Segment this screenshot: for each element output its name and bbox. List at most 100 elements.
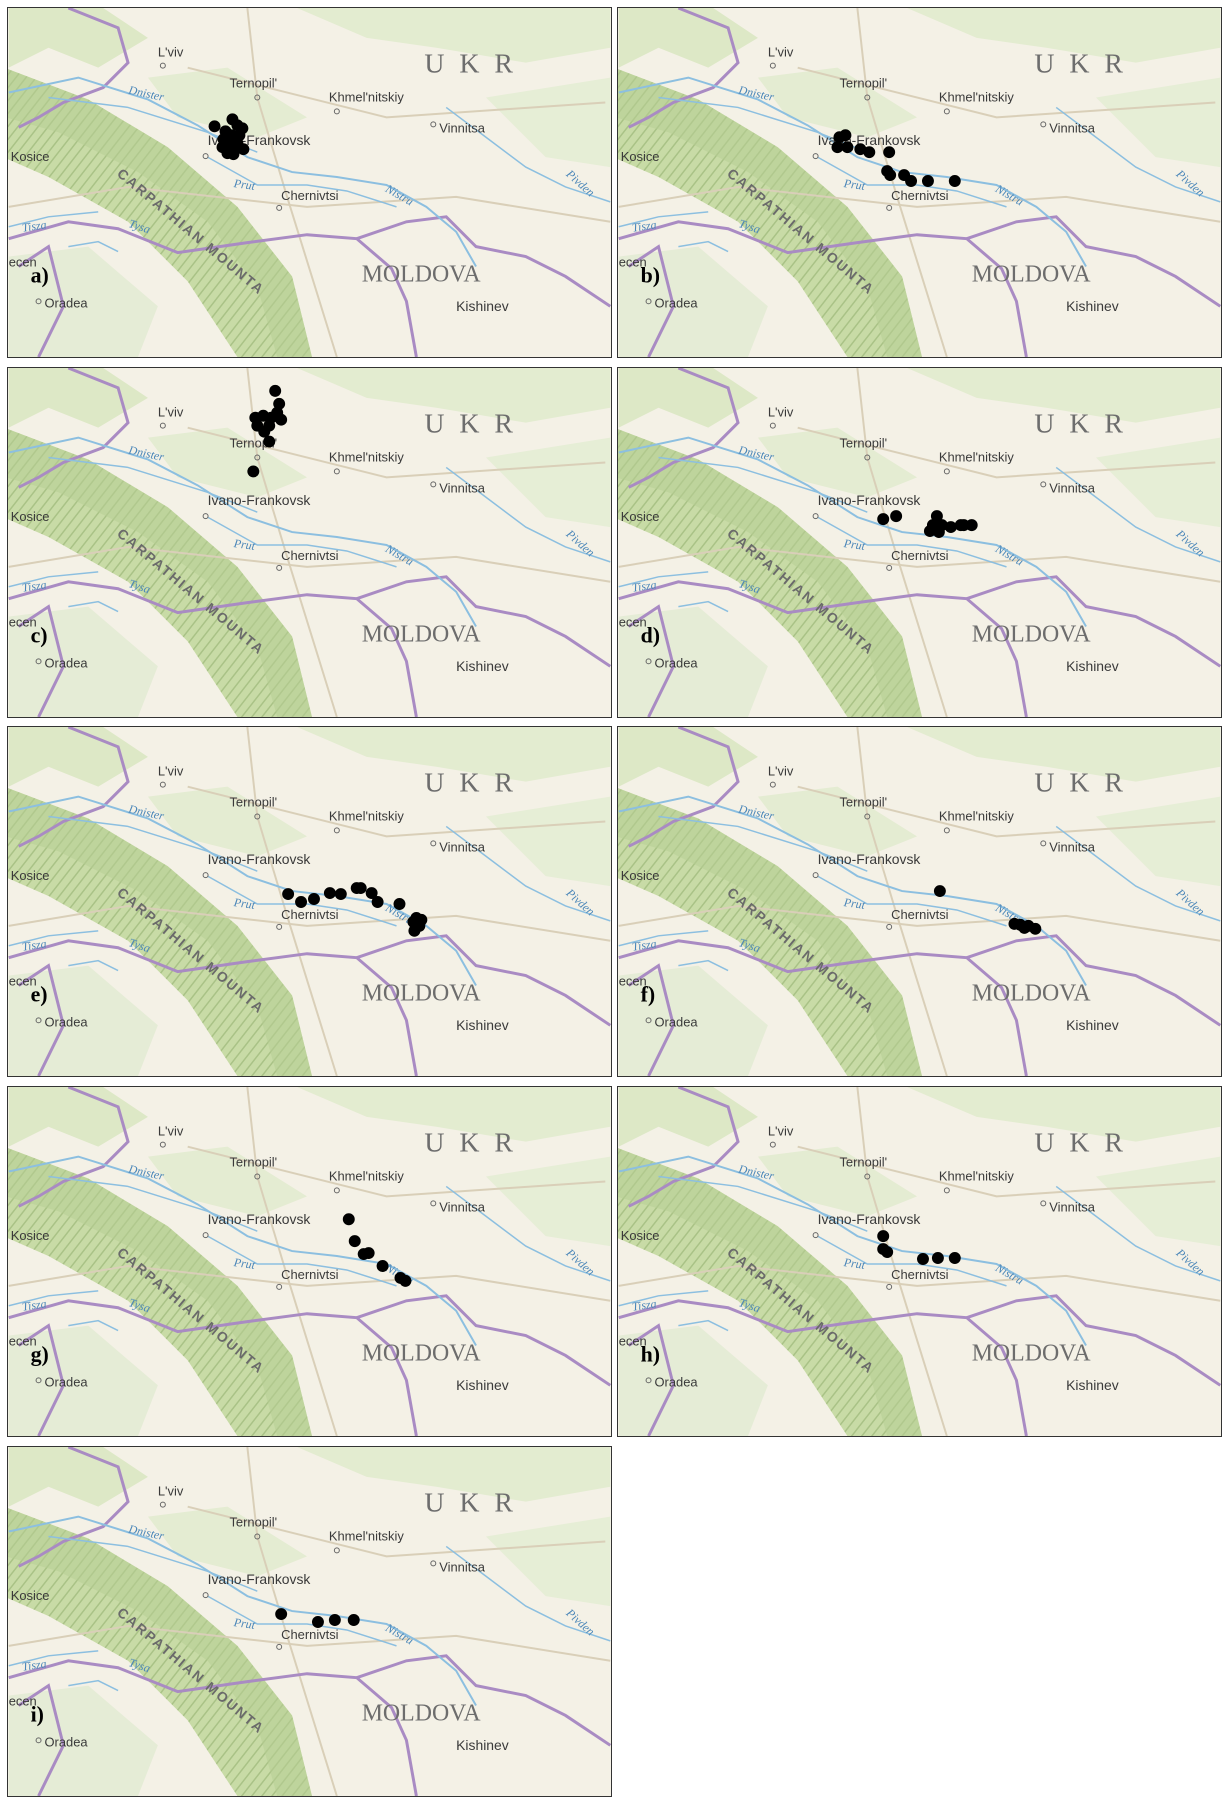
city-ternopil-label: Ternopil' xyxy=(229,1515,277,1530)
city-kosice-label: Kosice xyxy=(11,1228,50,1243)
city-lviv-marker xyxy=(159,1141,166,1148)
city-vinnitsa-label: Vinnitsa xyxy=(439,1559,486,1574)
river-prut-label: Prut xyxy=(842,536,867,553)
city-chernivtsi-marker xyxy=(886,204,893,211)
city-vinnitsa-label: Vinnitsa xyxy=(1049,120,1096,135)
occurrence-point xyxy=(917,1253,929,1265)
city-oradea-marker xyxy=(645,658,652,665)
city-ternopil-marker xyxy=(254,94,261,101)
river-prut-label: Prut xyxy=(842,176,867,193)
occurrence-point xyxy=(271,406,284,419)
river-prut-label: Prut xyxy=(842,895,867,912)
occurrence-points xyxy=(877,1230,961,1265)
city-ternopil-marker xyxy=(254,1173,261,1180)
occurrence-point xyxy=(371,896,384,908)
city-lviv-label: L'viv xyxy=(158,1484,184,1499)
occurrence-point xyxy=(354,882,367,895)
city-ivano-frankovsk-label: Ivano-Frankovsk xyxy=(818,851,921,867)
city-chernivtsi-label: Chernivtsi xyxy=(281,1267,338,1282)
city-debrecen-label: ecen xyxy=(9,1334,37,1349)
city-khmelnitskiy-marker xyxy=(943,1187,950,1194)
city-vinnitsa-marker xyxy=(1040,840,1047,847)
river-tysa-label: Tysa xyxy=(127,576,152,596)
map-panel-f: L'viv Ternopil' Khmel'nitskiy Vinnitsa I… xyxy=(617,726,1222,1077)
river-prut-label: Prut xyxy=(842,1255,867,1272)
occurrence-point xyxy=(347,1614,360,1626)
country-ukr-label: U K R xyxy=(424,1128,517,1159)
city-chernivtsi-marker xyxy=(276,1643,283,1650)
occurrence-point xyxy=(258,425,271,438)
map-panel-d: L'viv Ternopil' Khmel'nitskiy Vinnitsa I… xyxy=(617,367,1222,718)
river-tysa-label: Tysa xyxy=(737,1295,762,1315)
city-ternopil-label: Ternopil' xyxy=(229,795,277,810)
city-chernivtsi-marker xyxy=(886,923,893,930)
city-lviv-marker xyxy=(769,781,776,788)
city-khmelnitskiy-marker xyxy=(333,108,340,115)
city-ternopil-marker xyxy=(254,454,261,461)
country-ukr-label: U K R xyxy=(1034,1128,1127,1159)
city-ternopil-marker xyxy=(864,94,871,101)
occurrence-point xyxy=(944,521,957,534)
city-vinnitsa-marker xyxy=(1040,121,1047,128)
city-kishinev-label: Kishinev xyxy=(1066,298,1119,314)
country-ukr-label: U K R xyxy=(1034,49,1127,80)
city-khmelnitskiy-label: Khmel'nitskiy xyxy=(939,89,1014,104)
country-moldova-label: MOLDOVA xyxy=(972,621,1092,647)
city-oradea-label: Oradea xyxy=(45,1734,89,1749)
city-chernivtsi-label: Chernivtsi xyxy=(281,188,338,203)
city-ivano-frankovsk-marker xyxy=(202,153,209,160)
occurrence-point xyxy=(905,175,918,187)
country-moldova-label: MOLDOVA xyxy=(362,1700,482,1726)
city-ternopil-label: Ternopil' xyxy=(839,76,887,91)
map-panel-i: L'viv Ternopil' Khmel'nitskiy Vinnitsa I… xyxy=(7,1446,612,1797)
country-moldova-label: MOLDOVA xyxy=(362,1340,482,1366)
river-tisza-label: Tisza xyxy=(631,577,657,594)
city-khmelnitskiy-label: Khmel'nitskiy xyxy=(329,1528,404,1543)
city-khmelnitskiy-marker xyxy=(333,468,340,475)
city-kishinev-label: Kishinev xyxy=(456,1377,509,1393)
occurrence-point xyxy=(275,1608,288,1621)
occurrence-point xyxy=(884,169,897,182)
occurrence-point xyxy=(263,435,276,448)
city-ternopil-marker xyxy=(254,813,261,820)
occurrence-point xyxy=(365,887,378,900)
map-panel-b: L'viv Ternopil' Khmel'nitskiy Vinnitsa I… xyxy=(617,7,1222,358)
country-moldova-label: MOLDOVA xyxy=(362,621,482,647)
occurrence-point xyxy=(342,1213,355,1226)
river-tysa-label: Tysa xyxy=(737,935,762,955)
city-kishinev-label: Kishinev xyxy=(1066,1017,1119,1033)
panel-label: g) xyxy=(31,1342,49,1366)
city-chernivtsi-marker xyxy=(276,923,283,930)
city-oradea-label: Oradea xyxy=(655,1014,699,1029)
river-tysa-label: Tysa xyxy=(737,216,762,236)
occurrence-point xyxy=(328,1614,341,1626)
occurrence-point xyxy=(334,888,347,901)
city-khmelnitskiy-label: Khmel'nitskiy xyxy=(329,808,404,823)
city-ivano-frankovsk-label: Ivano-Frankovsk xyxy=(208,1211,311,1227)
river-tisza-label: Tisza xyxy=(631,1296,657,1313)
city-vinnitsa-marker xyxy=(430,840,437,847)
city-khmelnitskiy-marker xyxy=(333,1187,340,1194)
river-tysa-label: Tysa xyxy=(127,935,152,955)
panel-label: f) xyxy=(641,982,656,1006)
occurrence-point xyxy=(948,175,961,187)
occurrence-point xyxy=(883,146,896,159)
city-ternopil-label: Ternopil' xyxy=(839,436,887,451)
occurrence-point xyxy=(890,510,903,523)
country-moldova-label: MOLDOVA xyxy=(972,1340,1092,1366)
occurrence-points xyxy=(282,882,428,937)
panel-label: e) xyxy=(31,982,48,1006)
city-khmelnitskiy-label: Khmel'nitskiy xyxy=(939,808,1014,823)
panel-label: d) xyxy=(641,623,660,647)
city-vinnitsa-label: Vinnitsa xyxy=(439,839,486,854)
country-ukr-label: U K R xyxy=(424,768,517,799)
river-tysa-label: Tysa xyxy=(127,216,152,236)
city-chernivtsi-label: Chernivtsi xyxy=(281,1627,338,1642)
occurrence-point xyxy=(839,129,852,142)
map-panel-e: L'viv Ternopil' Khmel'nitskiy Vinnitsa I… xyxy=(7,726,612,1077)
panel-label: i) xyxy=(31,1702,44,1726)
city-vinnitsa-label: Vinnitsa xyxy=(1049,1199,1096,1214)
occurrence-points xyxy=(877,510,978,539)
occurrence-point xyxy=(227,148,240,161)
country-moldova-label: MOLDOVA xyxy=(362,261,482,287)
